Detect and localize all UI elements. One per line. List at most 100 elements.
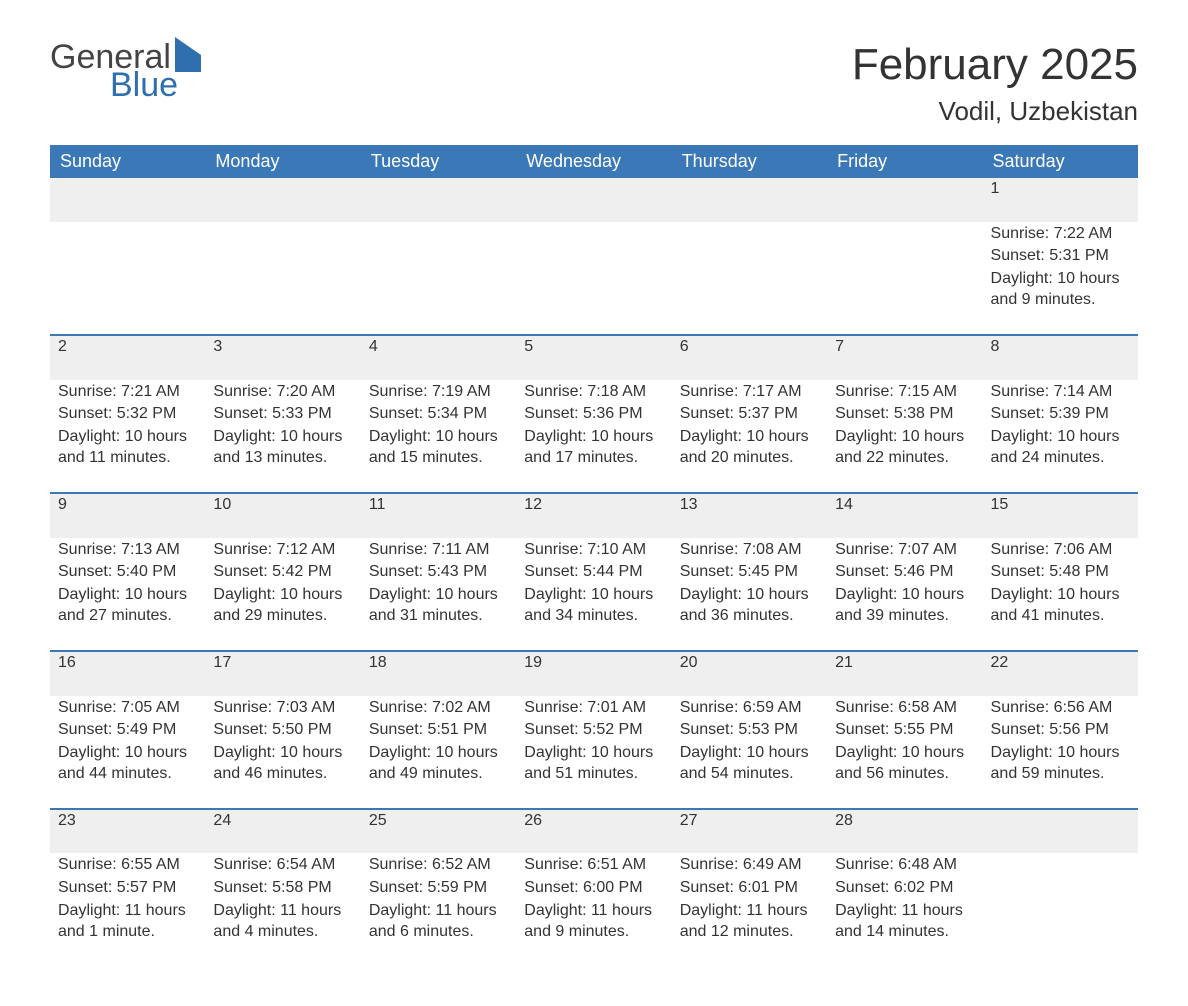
day-number-cell: 23: [50, 809, 205, 854]
sunrise-text: Sunrise: 6:55 AM: [58, 854, 197, 876]
day-number-cell: 25: [361, 809, 516, 854]
daylight-text: Daylight: 11 hours and 14 minutes.: [835, 900, 974, 943]
day-detail-cell: Sunrise: 6:51 AMSunset: 6:00 PMDaylight:…: [516, 853, 671, 965]
sunrise-text: Sunrise: 7:13 AM: [58, 539, 197, 561]
day-number-cell: 12: [516, 493, 671, 538]
day-number-cell: [205, 178, 360, 222]
sunset-text: Sunset: 5:40 PM: [58, 561, 197, 583]
daylight-text: Daylight: 11 hours and 4 minutes.: [213, 900, 352, 943]
day-number-cell: 17: [205, 651, 360, 696]
day-detail-cell: [361, 222, 516, 335]
day-number-cell: 8: [983, 335, 1138, 380]
brand-part2: Blue: [110, 68, 201, 102]
day-detail-cell: Sunrise: 7:17 AMSunset: 5:37 PMDaylight:…: [672, 380, 827, 493]
day-number-cell: 7: [827, 335, 982, 380]
day-detail-cell: Sunrise: 6:59 AMSunset: 5:53 PMDaylight:…: [672, 696, 827, 809]
day-number-row: 2345678: [50, 335, 1138, 380]
sunrise-text: Sunrise: 7:12 AM: [213, 539, 352, 561]
sunset-text: Sunset: 5:56 PM: [991, 719, 1130, 741]
sunset-text: Sunset: 5:48 PM: [991, 561, 1130, 583]
sunrise-text: Sunrise: 7:11 AM: [369, 539, 508, 561]
sunset-text: Sunset: 5:31 PM: [991, 245, 1130, 267]
calendar-table: Sunday Monday Tuesday Wednesday Thursday…: [50, 145, 1138, 966]
sunrise-text: Sunrise: 7:07 AM: [835, 539, 974, 561]
day-detail-cell: Sunrise: 6:58 AMSunset: 5:55 PMDaylight:…: [827, 696, 982, 809]
day-detail-cell: Sunrise: 6:54 AMSunset: 5:58 PMDaylight:…: [205, 853, 360, 965]
sunset-text: Sunset: 6:00 PM: [524, 877, 663, 899]
day-detail-cell: Sunrise: 7:07 AMSunset: 5:46 PMDaylight:…: [827, 538, 982, 651]
day-number-row: 232425262728: [50, 809, 1138, 854]
day-detail-cell: [827, 222, 982, 335]
sunset-text: Sunset: 5:38 PM: [835, 403, 974, 425]
daylight-text: Daylight: 10 hours and 41 minutes.: [991, 584, 1130, 627]
day-number-cell: 28: [827, 809, 982, 854]
sunrise-text: Sunrise: 7:08 AM: [680, 539, 819, 561]
day-number-cell: 16: [50, 651, 205, 696]
sunset-text: Sunset: 5:43 PM: [369, 561, 508, 583]
daylight-text: Daylight: 10 hours and 17 minutes.: [524, 426, 663, 469]
daylight-text: Daylight: 10 hours and 51 minutes.: [524, 742, 663, 785]
day-number-cell: [361, 178, 516, 222]
day-detail-row: Sunrise: 7:21 AMSunset: 5:32 PMDaylight:…: [50, 380, 1138, 493]
sunset-text: Sunset: 6:01 PM: [680, 877, 819, 899]
weekday-header: Monday: [205, 145, 360, 178]
daylight-text: Daylight: 10 hours and 34 minutes.: [524, 584, 663, 627]
daylight-text: Daylight: 10 hours and 39 minutes.: [835, 584, 974, 627]
weekday-header: Sunday: [50, 145, 205, 178]
sunrise-text: Sunrise: 7:17 AM: [680, 381, 819, 403]
sunset-text: Sunset: 5:37 PM: [680, 403, 819, 425]
day-number-cell: 22: [983, 651, 1138, 696]
day-number-cell: 20: [672, 651, 827, 696]
day-number-cell: 11: [361, 493, 516, 538]
sunset-text: Sunset: 6:02 PM: [835, 877, 974, 899]
sunset-text: Sunset: 5:58 PM: [213, 877, 352, 899]
day-number-cell: 6: [672, 335, 827, 380]
sunrise-text: Sunrise: 7:01 AM: [524, 697, 663, 719]
daylight-text: Daylight: 11 hours and 12 minutes.: [680, 900, 819, 943]
day-detail-cell: Sunrise: 7:06 AMSunset: 5:48 PMDaylight:…: [983, 538, 1138, 651]
day-number-cell: 14: [827, 493, 982, 538]
day-number-cell: 5: [516, 335, 671, 380]
day-detail-cell: Sunrise: 6:55 AMSunset: 5:57 PMDaylight:…: [50, 853, 205, 965]
day-number-row: 9101112131415: [50, 493, 1138, 538]
daylight-text: Daylight: 10 hours and 31 minutes.: [369, 584, 508, 627]
sunrise-text: Sunrise: 7:02 AM: [369, 697, 508, 719]
day-detail-cell: Sunrise: 7:15 AMSunset: 5:38 PMDaylight:…: [827, 380, 982, 493]
day-number-cell: [672, 178, 827, 222]
day-number-cell: 19: [516, 651, 671, 696]
sunrise-text: Sunrise: 7:05 AM: [58, 697, 197, 719]
sunrise-text: Sunrise: 7:15 AM: [835, 381, 974, 403]
day-number-cell: 4: [361, 335, 516, 380]
sunrise-text: Sunrise: 7:06 AM: [991, 539, 1130, 561]
day-number-cell: 2: [50, 335, 205, 380]
daylight-text: Daylight: 10 hours and 56 minutes.: [835, 742, 974, 785]
daylight-text: Daylight: 10 hours and 46 minutes.: [213, 742, 352, 785]
sunrise-text: Sunrise: 6:54 AM: [213, 854, 352, 876]
sunrise-text: Sunrise: 7:10 AM: [524, 539, 663, 561]
daylight-text: Daylight: 10 hours and 22 minutes.: [835, 426, 974, 469]
day-number-cell: [50, 178, 205, 222]
sunrise-text: Sunrise: 6:58 AM: [835, 697, 974, 719]
sunset-text: Sunset: 5:59 PM: [369, 877, 508, 899]
day-detail-cell: Sunrise: 7:10 AMSunset: 5:44 PMDaylight:…: [516, 538, 671, 651]
sunset-text: Sunset: 5:42 PM: [213, 561, 352, 583]
day-detail-row: Sunrise: 7:13 AMSunset: 5:40 PM Daylight:…: [50, 538, 1138, 651]
day-detail-row: Sunrise: 7:05 AMSunset: 5:49 PM Daylight:…: [50, 696, 1138, 809]
day-detail-cell: Sunrise: 6:56 AMSunset: 5:56 PMDaylight:…: [983, 696, 1138, 809]
page-header: General Blue February 2025 Vodil, Uzbeki…: [50, 40, 1138, 127]
day-number-cell: [983, 809, 1138, 854]
day-number-cell: 26: [516, 809, 671, 854]
day-detail-cell: Sunrise: 7:22 AMSunset: 5:31 PMDaylight:…: [983, 222, 1138, 335]
daylight-text: Daylight: 10 hours and 13 minutes.: [213, 426, 352, 469]
sunset-text: Sunset: 5:49 PM: [58, 719, 197, 741]
weekday-header: Friday: [827, 145, 982, 178]
day-number-cell: 9: [50, 493, 205, 538]
day-detail-cell: Sunrise: 7:20 AMSunset: 5:33 PMDaylight:…: [205, 380, 360, 493]
weekday-header: Thursday: [672, 145, 827, 178]
day-number-cell: 10: [205, 493, 360, 538]
day-number-row: 16171819202122: [50, 651, 1138, 696]
day-detail-cell: Sunrise: 7:02 AMSunset: 5:51 PMDaylight:…: [361, 696, 516, 809]
sunset-text: Sunset: 5:39 PM: [991, 403, 1130, 425]
sunrise-text: Sunrise: 6:51 AM: [524, 854, 663, 876]
daylight-text: Daylight: 10 hours and 54 minutes.: [680, 742, 819, 785]
